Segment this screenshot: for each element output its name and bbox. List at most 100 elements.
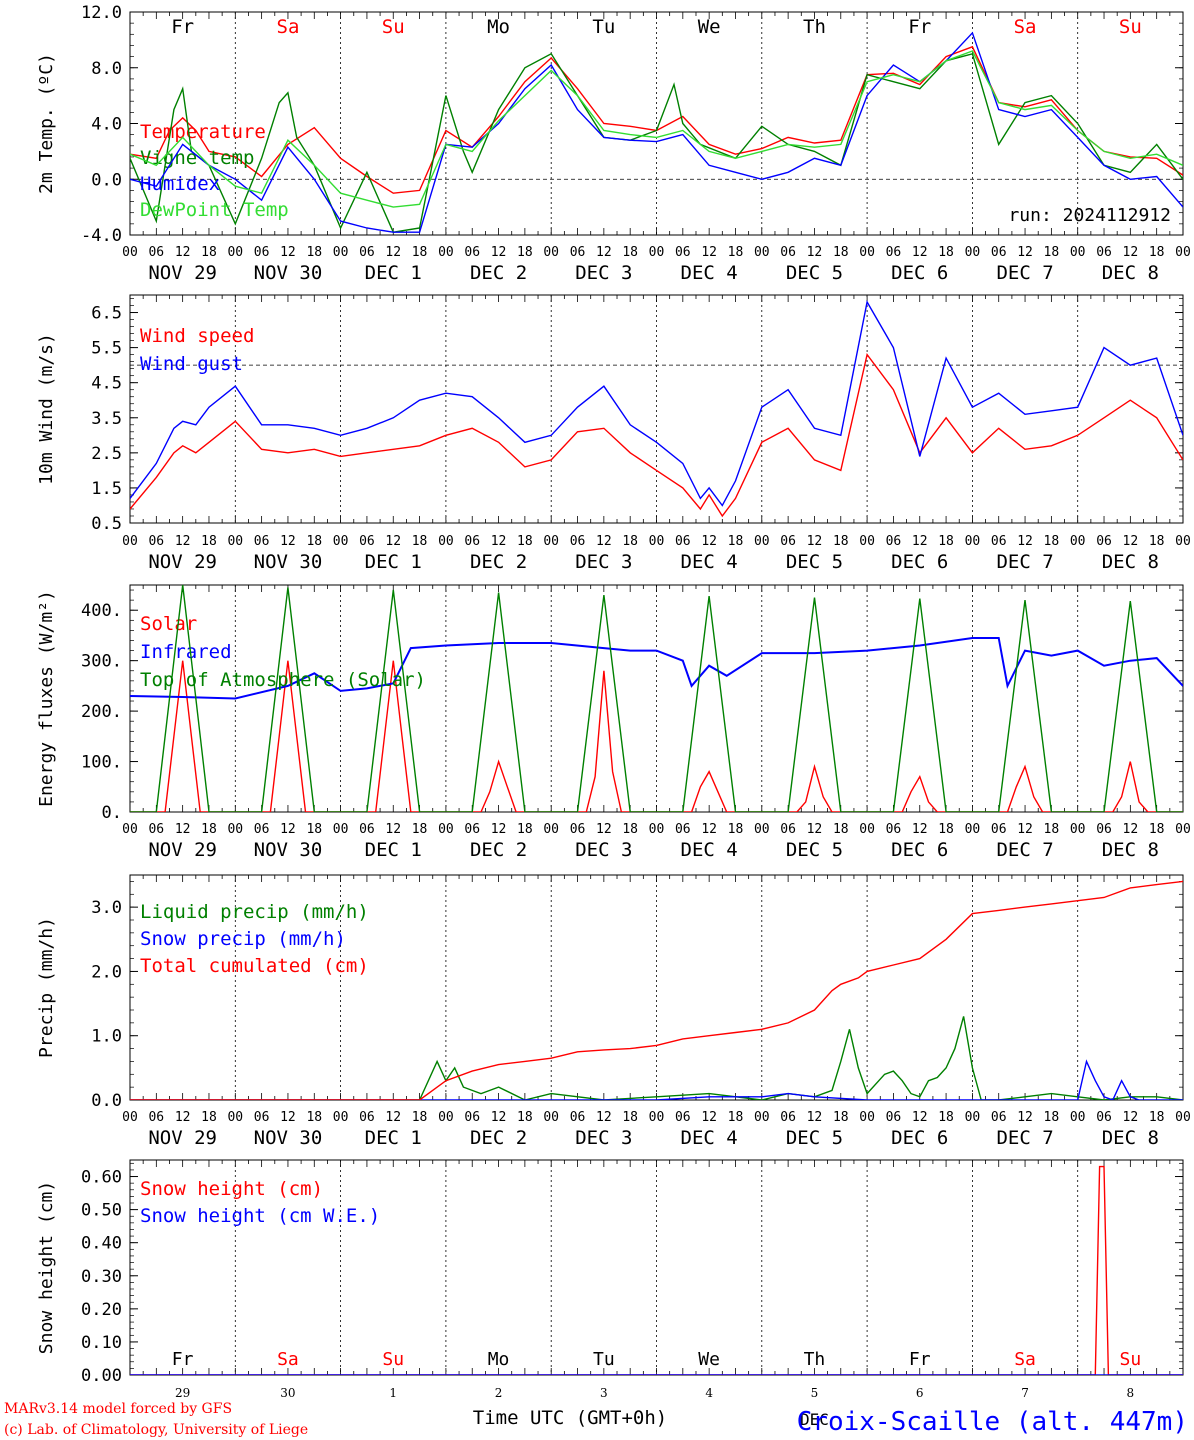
date-label: DEC 1 xyxy=(365,262,422,284)
y-axis-label: Precip (mm/h) xyxy=(36,917,57,1058)
y-axis-label: 2m Temp. (ºC) xyxy=(36,53,57,194)
y-tick-label: 6.5 xyxy=(91,304,122,324)
y-tick-label: 5.5 xyxy=(91,339,122,359)
month-label: DEC xyxy=(800,1410,829,1429)
y-tick-label: 4.0 xyxy=(91,115,122,135)
y-tick-label: 3.5 xyxy=(91,409,122,429)
hour-label: 06 xyxy=(675,822,691,837)
hour-label: 18 xyxy=(1044,822,1060,837)
hour-label: 18 xyxy=(306,534,322,549)
hour-label: 18 xyxy=(1044,534,1060,549)
y-tick-label: 300. xyxy=(81,652,122,672)
series-line-wind-speed xyxy=(130,352,1183,518)
date-label: DEC 8 xyxy=(1102,1127,1159,1149)
day-number: 29 xyxy=(175,1386,190,1400)
y-tick-label: 0.30 xyxy=(81,1267,122,1287)
y-tick-label: -4.0 xyxy=(81,226,122,246)
day-number: 1 xyxy=(389,1386,397,1400)
panel-frame xyxy=(129,294,1184,524)
hour-label: 06 xyxy=(886,822,902,837)
legend-entry: Vigne temp xyxy=(140,147,254,169)
date-label: DEC 8 xyxy=(1102,262,1159,284)
hour-label: 18 xyxy=(622,1110,638,1125)
y-axis-label: Energy fluxes (W/m²) xyxy=(36,590,57,807)
hour-label: 00 xyxy=(543,534,559,549)
hour-label: 18 xyxy=(833,1110,849,1125)
hour-label: 18 xyxy=(938,822,954,837)
day-number: 7 xyxy=(1021,1386,1029,1400)
panel-snow: 0.00 0.10 0.20 0.30 0.40 0.50 0.60 Snow height … xyxy=(36,1159,1184,1429)
day-name: Sa xyxy=(277,1349,299,1370)
y-tick-label: 8.0 xyxy=(91,59,122,79)
hour-label: 00 xyxy=(1070,245,1086,260)
hour-label: 06 xyxy=(464,822,480,837)
hour-label: 12 xyxy=(701,822,717,837)
panel-frame xyxy=(129,584,1184,813)
hour-label: 18 xyxy=(1044,1110,1060,1125)
hour-label: 18 xyxy=(306,1110,322,1125)
hour-label: 18 xyxy=(306,245,322,260)
hour-label: 18 xyxy=(306,822,322,837)
day-name: Sa xyxy=(1014,16,1037,38)
hour-label: 06 xyxy=(359,245,375,260)
series-line-snow-height-cm- xyxy=(130,1165,1183,1375)
day-name: Su xyxy=(382,16,405,38)
y-tick-label: 100. xyxy=(81,753,122,773)
date-label: DEC 5 xyxy=(786,1127,843,1149)
hour-label: 00 xyxy=(1070,534,1086,549)
hour-label: 12 xyxy=(807,822,823,837)
hour-label: 12 xyxy=(1123,534,1139,549)
y-axis-label: Snow height (cm) xyxy=(36,1181,57,1354)
hour-label: 18 xyxy=(201,245,217,260)
hour-label: 06 xyxy=(886,245,902,260)
hour-label: 18 xyxy=(517,822,533,837)
day-name: Fr xyxy=(172,1349,194,1370)
hour-label: 00 xyxy=(1175,245,1191,260)
date-label: NOV 30 xyxy=(254,839,323,861)
hour-label: 06 xyxy=(780,245,796,260)
date-label: DEC 6 xyxy=(891,1127,948,1149)
date-label: DEC 8 xyxy=(1102,551,1159,573)
date-label: DEC 5 xyxy=(786,262,843,284)
hour-label: 00 xyxy=(754,822,770,837)
hour-label: 00 xyxy=(965,822,981,837)
legend-entry: Snow height (cm W.E.) xyxy=(140,1205,380,1227)
date-label: DEC 7 xyxy=(996,839,1053,861)
y-tick-label: 12.0 xyxy=(81,3,122,23)
y-tick-label: 1.0 xyxy=(91,1027,122,1047)
series-line-infrared xyxy=(130,637,1183,700)
legend-entry: Humidex xyxy=(140,173,220,195)
legend-entry: Infrared xyxy=(140,641,232,663)
panel-temperature: -4.0 0.0 4.0 8.0 12.0 2m Temp. (ºC) Temperatur… xyxy=(36,3,1191,284)
y-tick-label: 4.5 xyxy=(91,374,122,394)
hour-label: 00 xyxy=(649,534,665,549)
day-number: 3 xyxy=(600,1386,608,1400)
date-label: NOV 29 xyxy=(148,1127,217,1149)
date-label: DEC 4 xyxy=(681,551,738,573)
y-tick-label: 0.60 xyxy=(81,1168,122,1188)
y-tick-label: 0. xyxy=(102,803,122,823)
legend-entry: Solar xyxy=(140,613,197,635)
hour-label: 00 xyxy=(649,245,665,260)
hour-label: 00 xyxy=(859,1110,875,1125)
date-label: DEC 7 xyxy=(996,551,1053,573)
hour-label: 00 xyxy=(333,822,349,837)
hour-label: 00 xyxy=(333,245,349,260)
hour-label: 00 xyxy=(1070,822,1086,837)
hour-label: 18 xyxy=(412,245,428,260)
legend-entry: Temperature xyxy=(140,121,266,143)
day-name: Su xyxy=(1119,16,1142,38)
hour-label: 18 xyxy=(938,534,954,549)
hour-label: 18 xyxy=(201,822,217,837)
hour-label: 00 xyxy=(543,245,559,260)
date-label: DEC 2 xyxy=(470,1127,527,1149)
date-label: DEC 2 xyxy=(470,262,527,284)
hour-label: 12 xyxy=(175,245,191,260)
hour-label: 12 xyxy=(175,1110,191,1125)
day-name: Fr xyxy=(171,16,194,38)
day-name: Mo xyxy=(487,16,510,38)
hour-label: 00 xyxy=(438,822,454,837)
hour-label: 18 xyxy=(517,1110,533,1125)
legend-entry: Wind speed xyxy=(140,325,254,347)
